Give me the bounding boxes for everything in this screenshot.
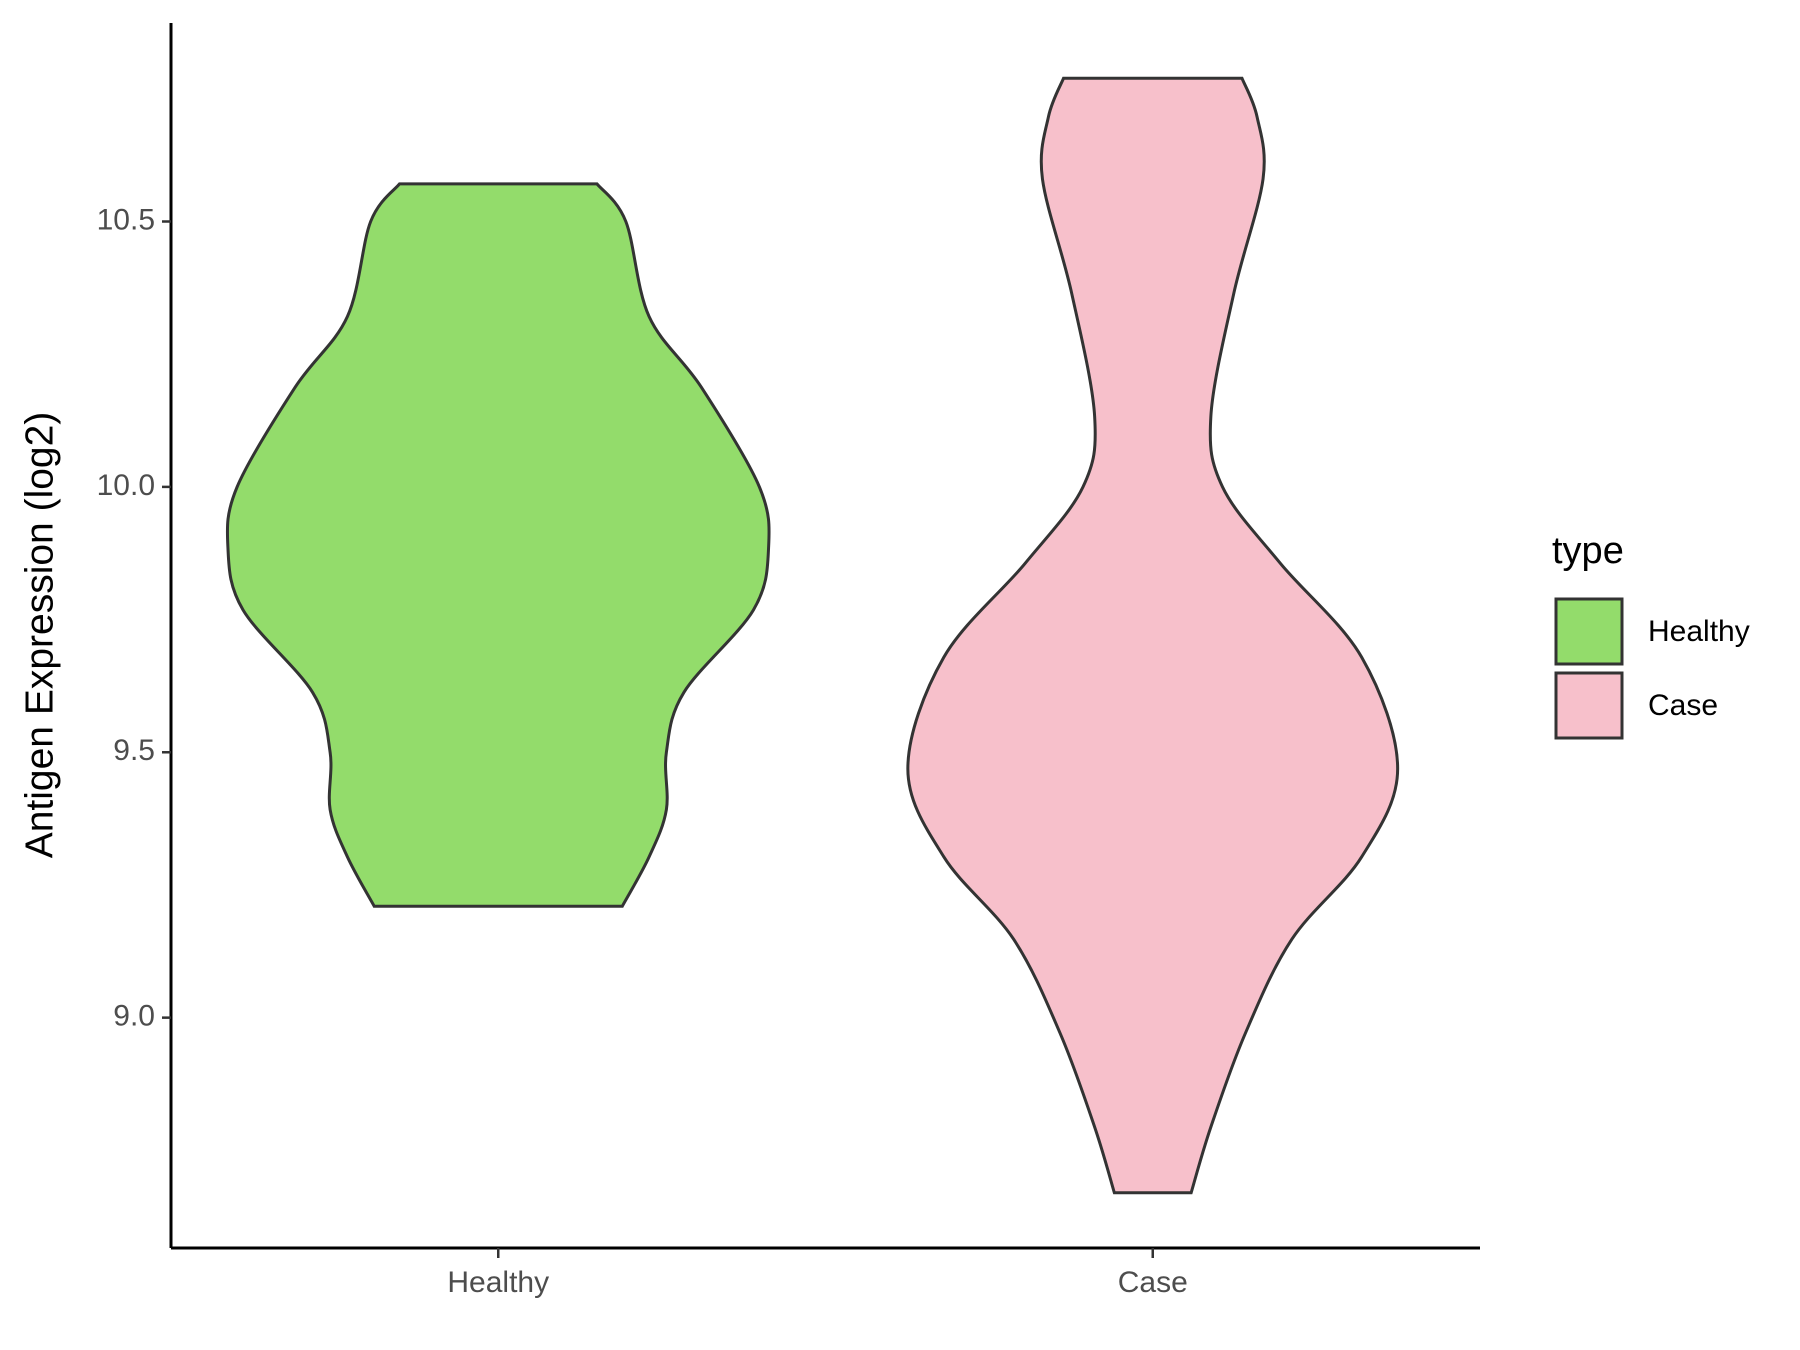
legend-key <box>1554 671 1624 740</box>
legend-label: Healthy <box>1648 615 1750 648</box>
y-tick-label: 9.5 <box>113 734 155 767</box>
x-tick-label: Healthy <box>447 1266 549 1299</box>
y-axis-title: Antigen Expression (log2) <box>18 412 61 859</box>
legend-title: type <box>1552 530 1624 572</box>
legend-label: Case <box>1648 689 1718 722</box>
y-tick-label: 10.0 <box>97 469 155 502</box>
x-tick-label: Case <box>1118 1266 1188 1299</box>
legend-key <box>1554 597 1624 666</box>
y-tick-label: 9.0 <box>113 1000 155 1033</box>
y-tick-label: 10.5 <box>97 203 155 236</box>
violin <box>225 182 771 908</box>
violin <box>906 76 1400 1195</box>
